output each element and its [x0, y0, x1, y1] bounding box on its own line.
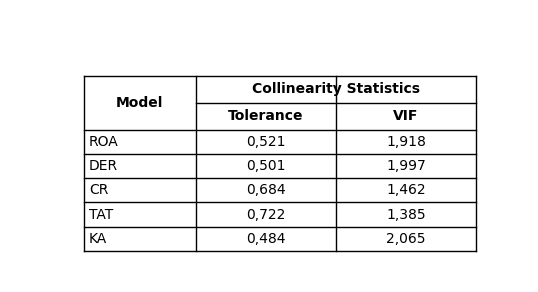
Text: 1,385: 1,385	[386, 208, 426, 222]
Text: 0,684: 0,684	[246, 183, 286, 197]
Text: 0,722: 0,722	[246, 208, 286, 222]
Text: 0,501: 0,501	[246, 159, 286, 173]
Text: 2,065: 2,065	[386, 232, 426, 246]
Text: 1,462: 1,462	[386, 183, 426, 197]
Text: ROA: ROA	[89, 135, 119, 149]
Text: 1,918: 1,918	[386, 135, 426, 149]
Text: TAT: TAT	[89, 208, 113, 222]
Text: DER: DER	[89, 159, 118, 173]
Text: KA: KA	[89, 232, 107, 246]
Text: 0,484: 0,484	[246, 232, 286, 246]
Text: VIF: VIF	[393, 109, 419, 123]
Text: Collinearity Statistics: Collinearity Statistics	[252, 82, 420, 96]
Text: 1,997: 1,997	[386, 159, 426, 173]
Text: 0,521: 0,521	[246, 135, 286, 149]
Text: CR: CR	[89, 183, 108, 197]
Text: Tolerance: Tolerance	[228, 109, 303, 123]
Text: Model: Model	[116, 96, 164, 110]
